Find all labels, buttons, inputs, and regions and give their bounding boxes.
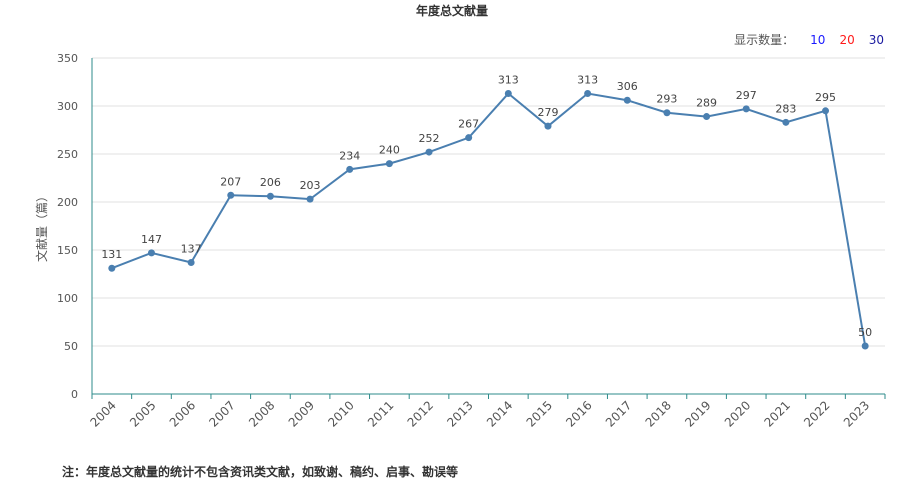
- data-point: [544, 122, 552, 130]
- data-label: 279: [537, 106, 558, 119]
- y-tick-label: 300: [57, 100, 78, 113]
- display-count-option-30[interactable]: 30: [868, 32, 884, 47]
- x-tick-label: 2014: [484, 398, 515, 429]
- data-label: 203: [300, 179, 321, 192]
- x-tick-label: 2009: [286, 398, 317, 429]
- data-point: [703, 113, 711, 121]
- data-label: 234: [339, 149, 360, 162]
- x-tick-label: 2010: [325, 398, 356, 429]
- x-tick-label: 2007: [206, 398, 237, 429]
- data-label: 289: [696, 97, 717, 110]
- x-tick-label: 2006: [167, 398, 198, 429]
- x-tick-label: 2021: [761, 398, 792, 429]
- data-point: [584, 90, 592, 98]
- x-tick-label: 2019: [682, 398, 713, 429]
- data-label: 206: [260, 176, 281, 189]
- data-point: [782, 118, 790, 126]
- x-tick-label: 2013: [444, 398, 475, 429]
- chart-title: 年度总文献量: [415, 4, 488, 18]
- data-label: 137: [181, 242, 202, 255]
- data-label: 306: [617, 80, 638, 93]
- x-tick-label: 2020: [722, 398, 753, 429]
- data-label: 147: [141, 233, 162, 246]
- y-tick-label: 200: [57, 196, 78, 209]
- data-point: [822, 107, 830, 115]
- data-label: 50: [858, 326, 872, 339]
- y-tick-label: 0: [71, 388, 78, 401]
- x-tick-label: 2011: [365, 398, 396, 429]
- data-label: 297: [736, 89, 757, 102]
- data-label: 293: [656, 93, 677, 106]
- x-tick-label: 2005: [127, 398, 158, 429]
- y-tick-label: 100: [57, 292, 78, 305]
- display-count-option-10[interactable]: 10: [810, 32, 826, 47]
- line-chart: 0 50 100 150 200 250 300 350 2004 2005 2006 2007 200…: [34, 52, 886, 430]
- footnote: 注：年度总文献量的统计不包含资讯类文献，如致谢、稿约、启事、勘误等: [62, 465, 459, 479]
- data-point: [425, 148, 433, 156]
- display-count-option-20[interactable]: 20: [839, 32, 855, 47]
- y-tick-label: 250: [57, 148, 78, 161]
- display-count-label: 显示数量：: [734, 33, 795, 47]
- data-point: [385, 160, 393, 168]
- data-point: [742, 105, 750, 113]
- y-tick-label: 350: [57, 52, 78, 65]
- data-point: [346, 165, 354, 173]
- x-tick-label: 2023: [841, 398, 872, 429]
- display-count-selector: 显示数量： 10 20 30: [734, 31, 884, 48]
- data-point: [306, 195, 314, 203]
- data-label: 267: [458, 118, 479, 131]
- x-tick-label: 2008: [246, 398, 277, 429]
- x-tick-label: 2004: [87, 398, 118, 429]
- data-label: 283: [775, 102, 796, 115]
- y-tick-label: 50: [64, 340, 78, 353]
- data-point: [108, 264, 116, 272]
- data-label: 313: [577, 74, 598, 87]
- x-tick-label: 2012: [405, 398, 436, 429]
- data-label: 240: [379, 144, 400, 157]
- x-tick-label: 2022: [801, 398, 832, 429]
- data-label: 252: [419, 132, 440, 145]
- data-point: [623, 96, 631, 104]
- data-point: [147, 249, 155, 257]
- y-axis-title: 文献量（篇）: [34, 190, 49, 262]
- data-point: [266, 192, 274, 200]
- x-tick-label: 2017: [603, 398, 634, 429]
- data-point: [861, 342, 869, 350]
- data-point: [663, 109, 671, 117]
- data-label: 207: [220, 175, 241, 188]
- data-point: [504, 90, 512, 98]
- series-line: [111, 92, 867, 347]
- x-tick-label: 2016: [563, 398, 594, 429]
- data-point: [187, 258, 195, 266]
- data-point: [227, 191, 235, 199]
- data-label: 295: [815, 91, 836, 104]
- data-label: 131: [101, 248, 122, 261]
- data-label: 313: [498, 74, 519, 87]
- y-tick-label: 150: [57, 244, 78, 257]
- x-tick-label: 2018: [643, 398, 674, 429]
- data-point: [465, 134, 473, 142]
- x-tick-label: 2015: [524, 398, 555, 429]
